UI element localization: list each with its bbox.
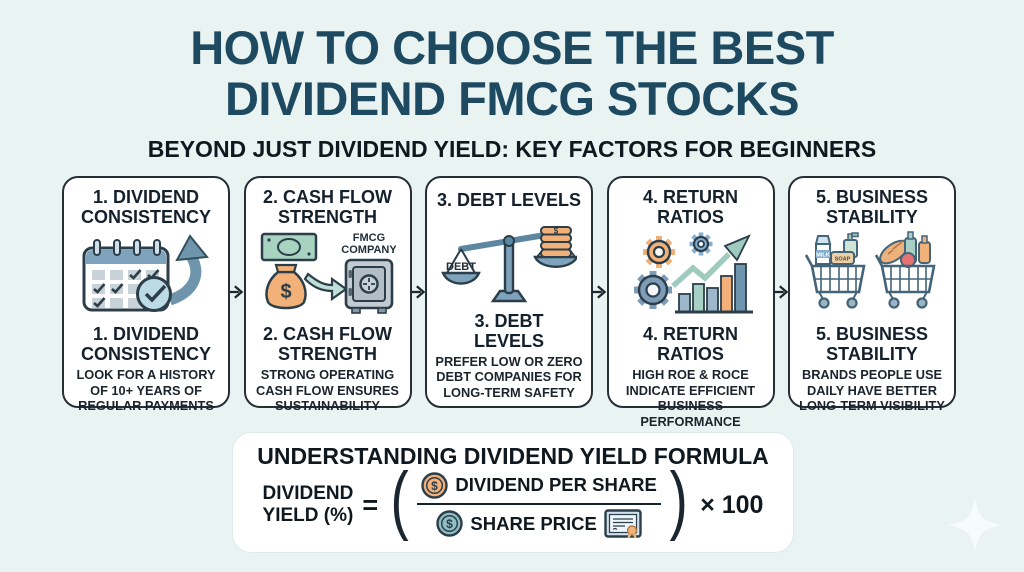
flow-arrow-icon: [774, 176, 789, 408]
step-heading-line: 5. BUSINESS: [815, 187, 929, 207]
step-heading-line: 2. CASH FLOW: [263, 187, 392, 207]
formula-row: DIVIDEND YIELD (%) = ( $ DIVIDEND PER SHA…: [233, 462, 793, 540]
numerator-label: DIVIDEND PER SHARE: [455, 474, 657, 495]
soap-label: SOAP: [835, 257, 851, 263]
step-heading: 3. DEBT LEVELS: [437, 187, 581, 214]
formula-title: UNDERSTANDING DIVIDEND YIELD FORMULA: [257, 443, 769, 469]
step-label-line: 1. DIVIDEND: [92, 324, 200, 344]
step-label-line: CONSISTENCY: [80, 344, 212, 364]
flow-arrow-icon: [230, 176, 244, 408]
formula-lhs-line2: YIELD (%): [262, 505, 354, 526]
flow-arrow-icon: [411, 176, 426, 408]
step-heading-line: 1. DIVIDEND: [92, 187, 200, 207]
calendar-growth-check-icon: [78, 228, 214, 322]
share-price-coin-icon: $: [436, 510, 464, 537]
shopping-carts-icon: MILK SOAP: [804, 228, 940, 322]
cash-to-safe-icon: FMCG COMPANY $: [260, 228, 396, 322]
step-heading-line: 4. RETURN: [642, 187, 738, 207]
step-label-line: 5. BUSINESS: [815, 324, 929, 344]
step-card-business-stability: 5. BUSINESS STABILITY MILK SOAP: [788, 176, 956, 413]
page-title: HOW TO CHOOSE THE BEST DIVIDEND FMCG STOC…: [0, 22, 1024, 124]
close-paren: ): [669, 457, 688, 542]
step-heading: 5. BUSINESS STABILITY: [816, 187, 928, 227]
step-heading-line: STABILITY: [826, 207, 918, 227]
denominator-label: SHARE PRICE: [470, 512, 597, 534]
page-title-line1: HOW TO CHOOSE THE BEST: [190, 21, 834, 74]
debt-balance-scale-icon: DEBT $: [441, 215, 577, 309]
step-card-return-ratios: 4. RETURN RATIOS: [606, 176, 775, 429]
page-title-line2: DIVIDEND FMCG STOCKS: [224, 72, 800, 125]
step-card-cash-flow-strength: 2. CASH FLOW STRENGTH FMCG COMPANY $: [243, 176, 412, 413]
fraction-bar: [417, 502, 661, 505]
step-heading-line: RATIOS: [657, 207, 724, 227]
page-subtitle: BEYOND JUST DIVIDEND YIELD: KEY FACTORS …: [147, 136, 877, 162]
fmcg-label-line1: FMCG: [352, 232, 384, 244]
formula-fraction: $ DIVIDEND PER SHARE $ SHARE PRICE: [417, 471, 661, 540]
gears-growth-chart-icon: [623, 228, 759, 322]
svg-text:$: $: [447, 517, 454, 531]
formula-denominator: $ SHARE PRICE: [417, 508, 660, 540]
formula-numerator: $ DIVIDEND PER SHARE: [417, 471, 660, 500]
formula-panel: UNDERSTANDING DIVIDEND YIELD FORMULA DIV…: [233, 433, 793, 552]
step-label: 3. DEBT LEVELS: [474, 311, 544, 351]
step-label: 4. RETURN RATIOS: [643, 324, 738, 364]
step-label-line: 4. RETURN: [642, 324, 738, 344]
fmcg-label-line2: COMPANY: [341, 244, 396, 256]
formula-lhs: DIVIDEND YIELD (%): [263, 483, 354, 527]
header: HOW TO CHOOSE THE BEST DIVIDEND FMCG STOC…: [0, 22, 1024, 162]
step-label-line: 2. CASH FLOW: [263, 324, 392, 344]
step-label-line: 3. DEBT: [474, 310, 544, 331]
step-description: STRONG OPERATING CASH FLOW ENSURES SUSTA…: [256, 367, 399, 413]
step-description: PREFER LOW OR ZERO DEBT COMPANIES FOR LO…: [435, 353, 583, 400]
share-certificate-icon: [604, 508, 642, 539]
step-card-debt-levels: 3. DEBT LEVELS DEBT: [425, 176, 593, 408]
step-description: BRANDS PEOPLE USE DAILY HAVE BETTER LONG…: [799, 367, 945, 413]
step-label: 2. CASH FLOW STRENGTH: [263, 324, 392, 364]
svg-text:$: $: [432, 479, 439, 493]
step-card-dividend-consistency: 1. DIVIDEND CONSISTENCY: [62, 176, 230, 413]
debt-label: DEBT: [446, 261, 476, 273]
milk-label: MILK: [816, 253, 829, 259]
step-heading: 1. DIVIDEND CONSISTENCY: [81, 187, 211, 227]
step-heading-line: CONSISTENCY: [80, 207, 212, 227]
step-heading-line: 3. DEBT LEVELS: [436, 190, 582, 211]
step-label-line: LEVELS: [473, 330, 544, 351]
open-paren: (: [390, 457, 409, 542]
svg-text:$: $: [280, 281, 291, 303]
step-heading-line: STRENGTH: [278, 207, 377, 227]
steps-row: 1. DIVIDEND CONSISTENCY: [62, 176, 960, 429]
coin-symbol: $: [554, 226, 559, 235]
step-label-line: STABILITY: [826, 344, 918, 364]
step-description: LOOK FOR A HISTORY OF 10+ YEARS OF REGUL…: [76, 367, 216, 413]
step-label: 5. BUSINESS STABILITY: [816, 324, 928, 364]
multiplier: × 100: [700, 490, 764, 519]
sparkle-icon: [944, 494, 1006, 556]
dividend-coin-icon: $: [421, 471, 449, 499]
step-heading: 2. CASH FLOW STRENGTH: [263, 187, 392, 227]
step-label-line: STRENGTH: [278, 344, 377, 364]
formula-lhs-line1: DIVIDEND: [262, 483, 354, 504]
equals-sign: =: [362, 489, 379, 520]
step-description: HIGH ROE & ROCE INDICATE EFFICIENT BUSIN…: [625, 367, 756, 429]
step-label: 1. DIVIDEND CONSISTENCY: [81, 324, 211, 364]
flow-arrow-icon: [593, 176, 607, 408]
step-heading: 4. RETURN RATIOS: [643, 187, 738, 227]
step-label-line: RATIOS: [657, 344, 724, 364]
